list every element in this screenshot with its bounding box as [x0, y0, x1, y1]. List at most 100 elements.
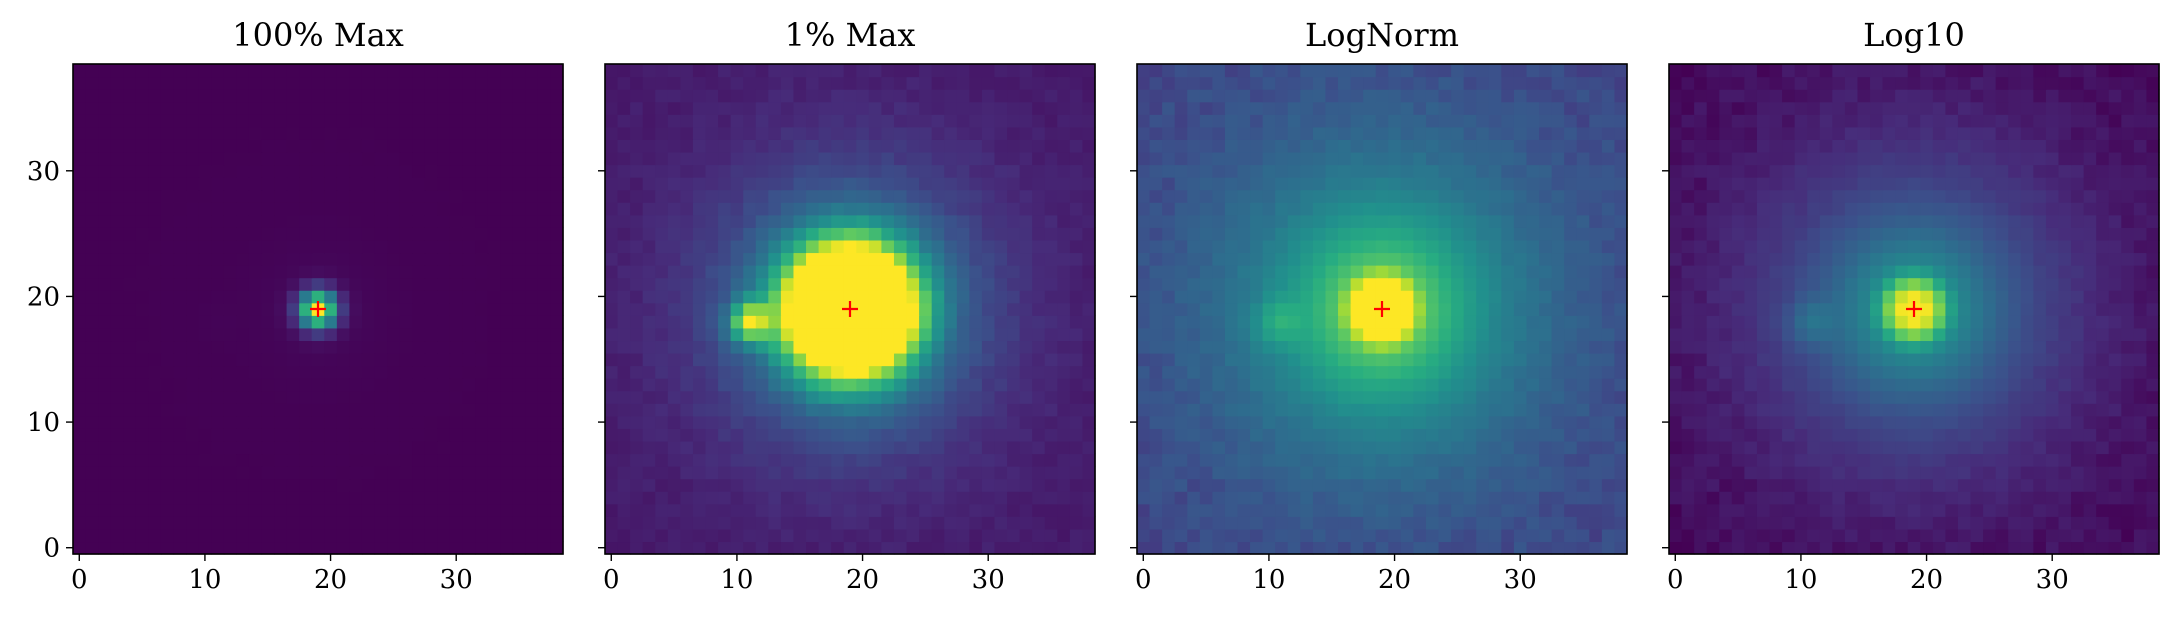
- heatmap-cell: [274, 403, 288, 417]
- heatmap-cell: [1413, 365, 1427, 379]
- heatmap-cell: [1882, 528, 1896, 543]
- heatmap-cell: [667, 151, 681, 166]
- heatmap-cell: [931, 265, 945, 279]
- heatmap-cell: [1463, 541, 1477, 555]
- heatmap-cell: [630, 327, 644, 342]
- heatmap-cell: [1375, 202, 1389, 216]
- heatmap-cell: [85, 126, 99, 140]
- heatmap-cell: [110, 503, 124, 517]
- heatmap-cell: [500, 64, 514, 78]
- heatmap-cell: [642, 214, 656, 228]
- heatmap-cell: [1539, 440, 1553, 455]
- heatmap-cell: [2096, 478, 2110, 492]
- heatmap-cell: [1363, 239, 1377, 254]
- heatmap-cell: [186, 277, 200, 291]
- heatmap-cell: [1350, 352, 1364, 367]
- heatmap-cell: [500, 340, 514, 354]
- heatmap-cell: [1413, 89, 1427, 103]
- heatmap-cell: [286, 491, 300, 505]
- heatmap-cell: [944, 227, 958, 241]
- heatmap-cell: [1832, 503, 1846, 517]
- heatmap-cell: [1312, 503, 1327, 517]
- heatmap-cell: [2045, 466, 2060, 480]
- heatmap-cell: [893, 177, 908, 191]
- heatmap-cell: [1970, 428, 1984, 442]
- heatmap-cell: [605, 503, 619, 517]
- heatmap-cell: [1174, 126, 1188, 140]
- heatmap-cell: [349, 114, 363, 128]
- heatmap-cell: [843, 64, 857, 78]
- heatmap-cell: [1564, 214, 1578, 228]
- heatmap-cell: [135, 528, 149, 543]
- heatmap-cell: [793, 378, 807, 392]
- heatmap-cell: [1513, 189, 1528, 203]
- heatmap-cell: [1287, 64, 1301, 78]
- heatmap-cell: [919, 126, 933, 140]
- heatmap-cell: [680, 315, 694, 329]
- heatmap-cell: [286, 227, 300, 241]
- heatmap-cell: [1338, 151, 1352, 166]
- heatmap-cell: [981, 365, 996, 379]
- heatmap-cell: [387, 365, 401, 379]
- heatmap-cell: [311, 403, 325, 417]
- heatmap-cell: [550, 516, 564, 530]
- heatmap-cell: [274, 478, 288, 492]
- heatmap-cell: [1199, 252, 1213, 266]
- heatmap-cell: [1224, 390, 1239, 404]
- heatmap-cell: [1032, 252, 1046, 266]
- heatmap-cell: [692, 327, 707, 342]
- heatmap-cell: [1019, 453, 1033, 467]
- heatmap-cell: [705, 503, 719, 517]
- heatmap-cell: [680, 403, 694, 417]
- heatmap-cell: [868, 403, 883, 417]
- heatmap-cell: [1287, 453, 1301, 467]
- heatmap-cell: [1513, 315, 1528, 329]
- heatmap-cell: [311, 428, 325, 442]
- heatmap-cell: [1413, 440, 1427, 455]
- heatmap-cell: [2071, 528, 2085, 543]
- heatmap-cell: [1325, 440, 1339, 455]
- heatmap-cell: [1007, 453, 1021, 467]
- heatmap-cell: [994, 177, 1008, 191]
- heatmap-cell: [424, 327, 438, 342]
- heatmap-cell: [642, 101, 656, 115]
- heatmap-cell: [512, 101, 526, 115]
- heatmap-cell: [412, 352, 426, 367]
- heatmap-cell: [642, 126, 656, 140]
- heatmap-cell: [1907, 478, 1921, 492]
- heatmap-cell: [299, 64, 313, 78]
- heatmap-cell: [969, 151, 983, 166]
- heatmap-cell: [768, 466, 782, 480]
- heatmap-cell: [755, 227, 769, 241]
- heatmap-cell: [361, 378, 376, 392]
- heatmap-cell: [1576, 214, 1590, 228]
- heatmap-cell: [1539, 378, 1553, 392]
- heatmap-cell: [692, 378, 707, 392]
- heatmap-cell: [981, 327, 996, 342]
- heatmap-cell: [1526, 315, 1540, 329]
- heatmap-cell: [931, 151, 945, 166]
- heatmap-cell: [73, 378, 87, 392]
- heatmap-cell: [1350, 177, 1364, 191]
- heatmap-cell: [1589, 315, 1603, 329]
- heatmap-cell: [261, 528, 275, 543]
- heatmap-cell: [211, 315, 225, 329]
- heatmap-cell: [868, 239, 883, 254]
- heatmap-cell: [475, 352, 489, 367]
- heatmap-cell: [919, 378, 933, 392]
- heatmap-cell: [856, 239, 870, 254]
- heatmap-cell: [449, 290, 464, 304]
- heatmap-cell: [755, 101, 769, 115]
- heatmap-cell: [1438, 378, 1452, 392]
- heatmap-cell: [1212, 315, 1226, 329]
- heatmap-cell: [981, 302, 996, 316]
- heatmap-cell: [1044, 528, 1058, 543]
- heatmap-cell: [1275, 302, 1289, 316]
- heatmap-cell: [1451, 528, 1465, 543]
- heatmap-cell: [299, 327, 313, 342]
- heatmap-cell: [1551, 478, 1565, 492]
- heatmap-cell: [881, 302, 895, 316]
- heatmap-cell: [1019, 202, 1033, 216]
- heatmap-cell: [630, 126, 644, 140]
- heatmap-cell: [1425, 365, 1440, 379]
